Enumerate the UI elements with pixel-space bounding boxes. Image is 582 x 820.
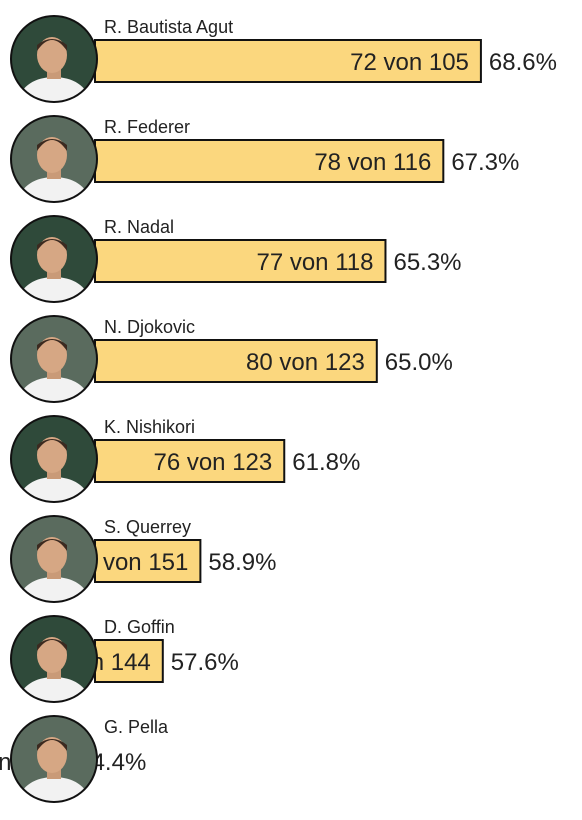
bar [94, 239, 387, 283]
avatar-hair [37, 739, 67, 751]
avatar-ring [10, 415, 98, 503]
avatar-hair [37, 339, 67, 351]
percentage-label: 65.3% [393, 249, 461, 276]
chart-row: R. Federer 78 von 116 67.3% [10, 115, 519, 203]
bar [94, 639, 164, 683]
avatar-shirt [20, 577, 88, 602]
percentage-label: 57.6% [171, 649, 239, 676]
avatar-shirt [20, 477, 88, 502]
avatar-hair [37, 39, 67, 51]
avatar-photo [11, 116, 97, 202]
avatar-face [37, 437, 67, 473]
avatar-shirt [20, 777, 88, 802]
avatar-shirt [20, 177, 88, 202]
avatar-ring [10, 315, 98, 403]
player-photo-icon [10, 615, 98, 703]
bar [94, 539, 202, 583]
player-name-label: R. Federer [104, 117, 190, 137]
chart-row: K. Nishikori 76 von 123 61.8% [10, 415, 360, 503]
percentage-label: 68.6% [489, 49, 557, 76]
avatar-ring [10, 515, 98, 603]
chart-row: G. Pella98 von 18054.4% [0, 715, 169, 803]
percentage-label: 61.8% [292, 449, 360, 476]
percentage-label: 58.9% [208, 549, 276, 576]
avatar-ring [10, 115, 98, 203]
avatar-ring [10, 15, 98, 103]
avatar-face [37, 37, 67, 73]
bar-data-label: 72 von 105 [350, 49, 469, 76]
player-photo-icon [10, 15, 98, 103]
avatar-photo [11, 16, 97, 102]
avatar-ring [10, 215, 98, 303]
avatar-hair [37, 539, 67, 551]
bar [94, 439, 286, 483]
avatar-face [37, 637, 67, 673]
avatar-photo [11, 216, 97, 302]
avatar-hair [37, 439, 67, 451]
player-photo-icon [10, 715, 98, 803]
avatar-photo [11, 316, 97, 402]
bar [94, 139, 445, 183]
avatar-hair [37, 239, 67, 251]
avatar-photo [11, 416, 97, 502]
avatar-shirt [20, 277, 88, 302]
bar-data-label: 77 von 118 [256, 249, 373, 276]
avatar-shirt [20, 77, 88, 102]
player-name-label: S. Querrey [104, 517, 191, 537]
avatar-face [37, 737, 67, 773]
percentage-label: 65.0% [385, 349, 453, 376]
player-photo-icon [10, 115, 98, 203]
avatar-hair [37, 639, 67, 651]
avatar-face [37, 537, 67, 573]
chart-row: R. Nadal 77 von 118 65.3% [10, 215, 462, 303]
avatar-shirt [20, 677, 88, 702]
avatar-ring [10, 715, 98, 803]
avatar-photo [11, 516, 97, 602]
player-photo-icon [10, 515, 98, 603]
player-photo-icon [10, 215, 98, 303]
player-name-label: R. Bautista Agut [104, 17, 233, 37]
avatar-face [37, 137, 67, 173]
chart-row: R. Bautista Agut 72 von 105 68.6% [10, 15, 557, 103]
player-name-label: R. Nadal [104, 217, 174, 237]
bar-data-label: 76 von 123 [153, 449, 272, 476]
avatar-face [37, 337, 67, 373]
avatar-face [37, 237, 67, 273]
player-photo-icon [10, 315, 98, 403]
avatar-photo [11, 616, 97, 702]
avatar-ring [10, 615, 98, 703]
player-name-label: D. Goffin [104, 617, 175, 637]
bar-data-label: 78 von 116 [314, 149, 431, 176]
avatar-photo [11, 716, 97, 802]
player-name-label: K. Nishikori [104, 417, 195, 437]
player-name-label: N. Djokovic [104, 317, 195, 337]
chart-row: N. Djokovic 80 von 123 65.0% [10, 315, 453, 403]
player-name-label: G. Pella [104, 717, 169, 737]
player-photo-icon [10, 415, 98, 503]
avatar-shirt [20, 377, 88, 402]
avatar-hair [37, 139, 67, 151]
bar-data-label: 80 von 123 [246, 349, 365, 376]
percentage-label: 67.3% [451, 149, 519, 176]
